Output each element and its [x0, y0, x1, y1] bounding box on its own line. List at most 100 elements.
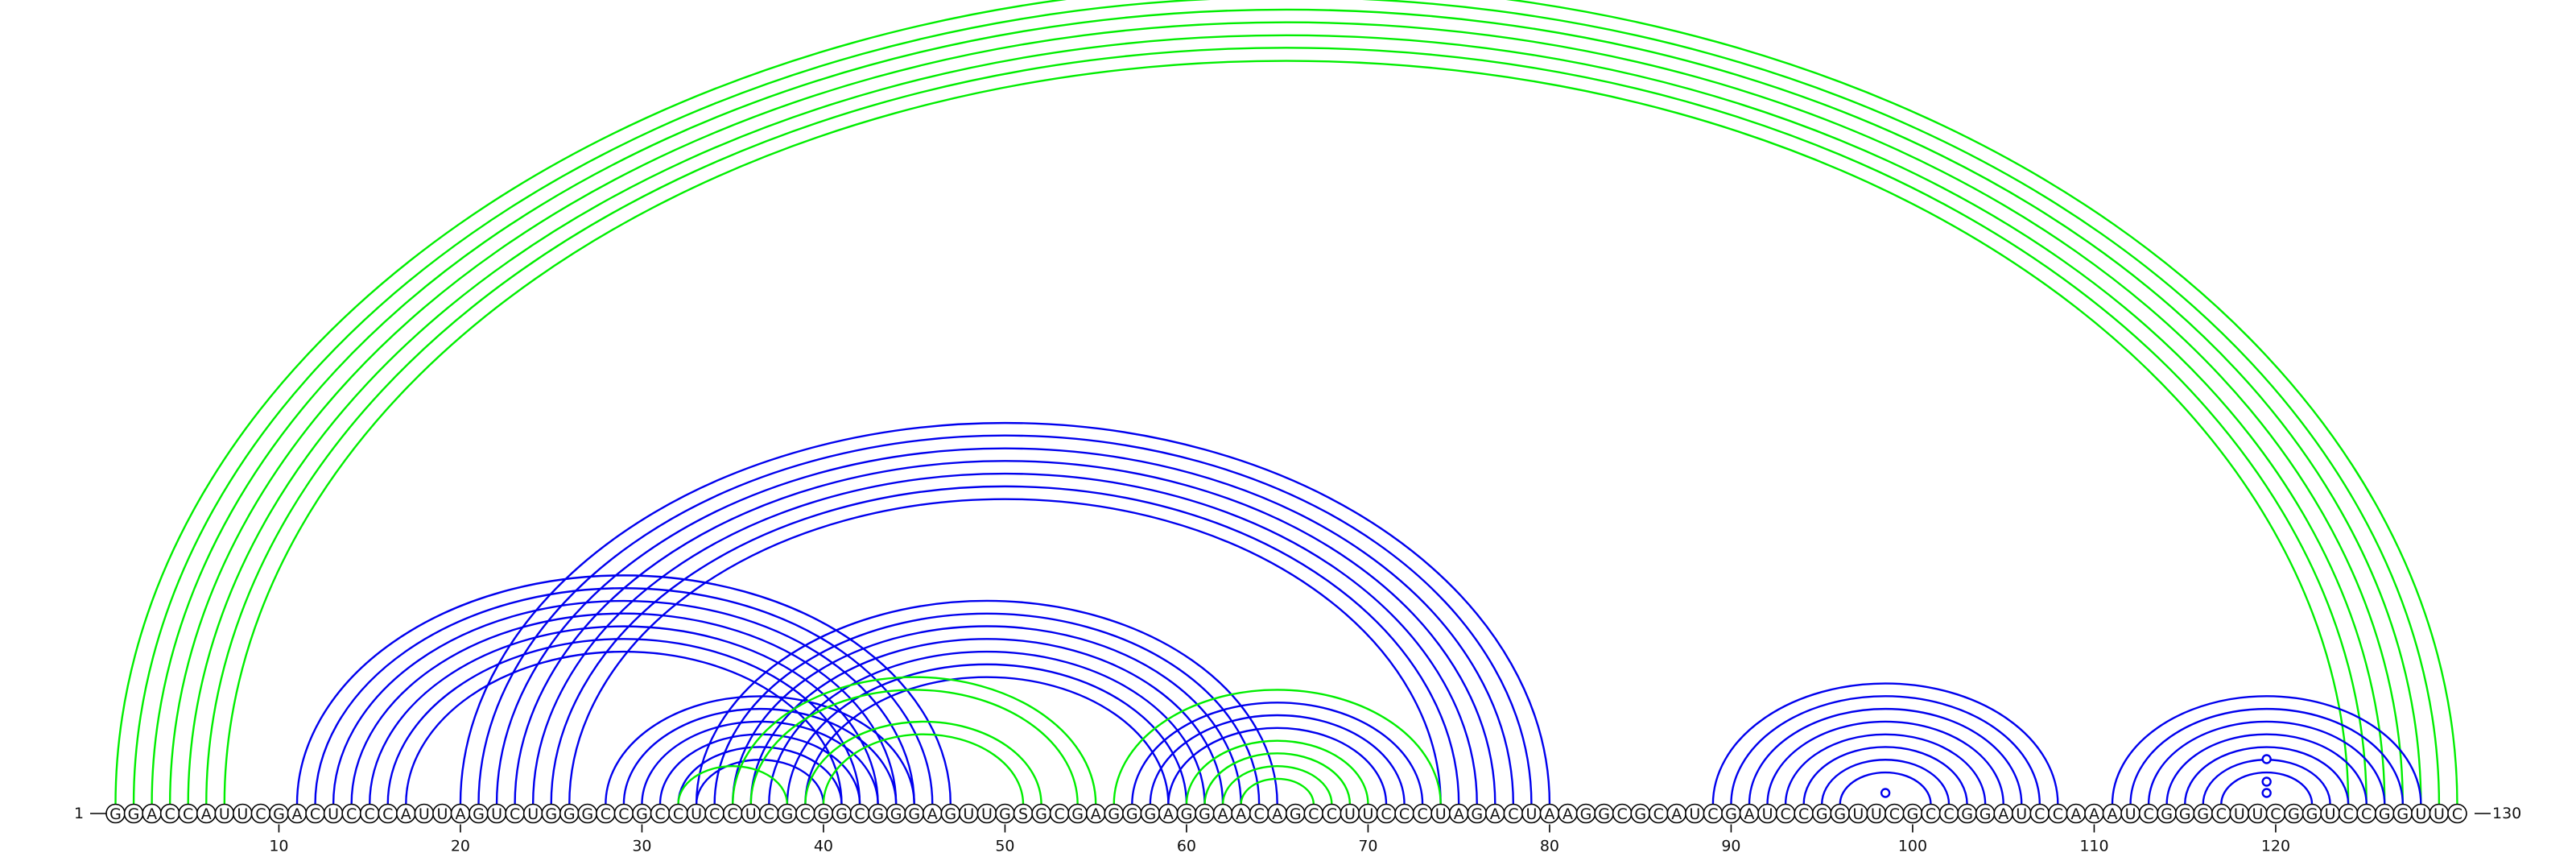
nucleotide-letter: U [963, 805, 974, 823]
nucleotide: G [469, 803, 489, 824]
arc-apex-marker [2261, 788, 2272, 798]
nucleotide-letter: A [147, 805, 157, 823]
nucleotide: G [632, 803, 652, 824]
nucleotide: U [432, 803, 452, 824]
nucleotide-letter: U [1344, 805, 1356, 823]
nucleotide-letter: C [800, 805, 811, 823]
nucleotide: A [196, 803, 217, 824]
nucleotide-letter: U [1435, 805, 1447, 823]
nucleotide: G [1285, 803, 1306, 824]
nucleotide-letter: A [401, 805, 411, 823]
blue-base-pair-arc [369, 625, 879, 805]
nucleotide: A [1085, 803, 1106, 824]
nucleotide: G [1830, 803, 1851, 824]
nucleotide: C [1775, 803, 1796, 824]
nucleotide-letter: U [237, 805, 248, 823]
nucleotide-letter: G [1108, 805, 1120, 823]
nucleotide: U [2429, 803, 2450, 824]
nucleotide: A [922, 803, 943, 824]
nucleotide-letter: C [365, 805, 375, 823]
green-base-pair-arc [168, 21, 2404, 805]
nucleotide: G [832, 803, 852, 824]
nucleotide: A [1158, 803, 1179, 824]
blue-base-pair-arc [386, 638, 861, 805]
nucleotide: A [287, 803, 308, 824]
green-base-pair-arc [1221, 764, 1333, 805]
nucleotide-letter: S [1018, 805, 1028, 823]
nucleotide-letter: U [1871, 805, 1882, 823]
nucleotide: A [1666, 803, 1687, 824]
nucleotide: G [2157, 803, 2177, 824]
nucleotide-letter: C [1780, 805, 1790, 823]
nucleotide: A [450, 803, 471, 824]
blue-base-pair-arc [568, 498, 1442, 805]
nucleotide: C [1503, 803, 1524, 824]
green-base-pair-arc [677, 764, 789, 805]
nucleotide: G [541, 803, 562, 824]
green-base-pair-arc [732, 676, 1097, 805]
nucleotide: G [813, 803, 834, 824]
nucleotide-letter: G [2306, 805, 2318, 823]
blue-base-pair-arc [605, 695, 915, 805]
nucleotide-letter: U [436, 805, 448, 823]
nucleotide: C [2029, 803, 2050, 824]
nucleotide-letter: C [1254, 805, 1265, 823]
nucleotide: A [142, 803, 162, 824]
end-label: 130 [2492, 805, 2521, 822]
nucleotide-letter: C [2361, 805, 2372, 823]
nucleotide-letter: C [2343, 805, 2354, 823]
nucleotide: C [1648, 803, 1669, 824]
nucleotide: C [2447, 803, 2467, 824]
blue-base-pair-arc [1784, 733, 1987, 805]
nucleotide: U [976, 803, 997, 824]
nucleotide-letter: G [944, 805, 956, 823]
nucleotide: G [1140, 803, 1161, 824]
nucleotide: C [1703, 803, 1724, 824]
nucleotide-letter: U [419, 805, 430, 823]
nucleotide-letter: C [1508, 805, 1518, 823]
blue-base-pair-arc [749, 638, 1224, 805]
blue-base-pair-arc [1766, 720, 2004, 805]
nucleotide-letter: A [2089, 805, 2099, 823]
blue-base-pair-arc [658, 733, 861, 805]
nucleotide-letter: C [1617, 805, 1628, 823]
nucleotide-letter: A [1091, 805, 1101, 823]
nucleotide-letter: C [1926, 805, 1936, 823]
nucleotide: G [105, 803, 126, 824]
arcs-layer [114, 0, 2458, 805]
nucleotide-letter: C [2053, 805, 2063, 823]
nucleotide: C [668, 803, 688, 824]
position-tick-label: 20 [451, 838, 470, 855]
nucleotide-letter: G [109, 805, 122, 823]
nucleotide-letter: U [2434, 805, 2445, 823]
nucleotide: C [250, 803, 271, 824]
blue-base-pair-arc [1839, 771, 1932, 805]
nucleotide: C [1412, 803, 1433, 824]
nucleotide: C [704, 803, 724, 824]
nucleotide-letter: U [2125, 805, 2136, 823]
blue-base-pair-arc [550, 485, 1460, 805]
arc-apex-marker [1880, 788, 1891, 798]
nucleotide-letter: G [1144, 805, 1156, 823]
nucleotide-letter: G [1181, 805, 1193, 823]
nucleotide-letter: A [201, 805, 212, 823]
nucleotide-letter: G [636, 805, 648, 823]
nucleotide-letter: U [491, 805, 502, 823]
nucleotide: G [1957, 803, 1977, 824]
nucleotide: G [1031, 803, 1051, 824]
nucleotide-letter: A [1163, 805, 1174, 823]
green-base-pair-arc [114, 0, 2458, 805]
nucleotide: C [1612, 803, 1633, 824]
position-tick-label: 50 [995, 838, 1014, 855]
nucleotide-letter: C [165, 805, 175, 823]
nucleotide: C [2338, 803, 2359, 824]
blue-base-pair-arc [713, 612, 1261, 805]
nucleotide-letter: C [1399, 805, 1410, 823]
nucleotide: U [2120, 803, 2140, 824]
nucleotide: C [2265, 803, 2286, 824]
nucleotide-letter: C [2034, 805, 2045, 823]
nucleotide: C [722, 803, 743, 824]
nucleotide-letter: G [1035, 805, 1047, 823]
nucleotide-letter: C [510, 805, 520, 823]
